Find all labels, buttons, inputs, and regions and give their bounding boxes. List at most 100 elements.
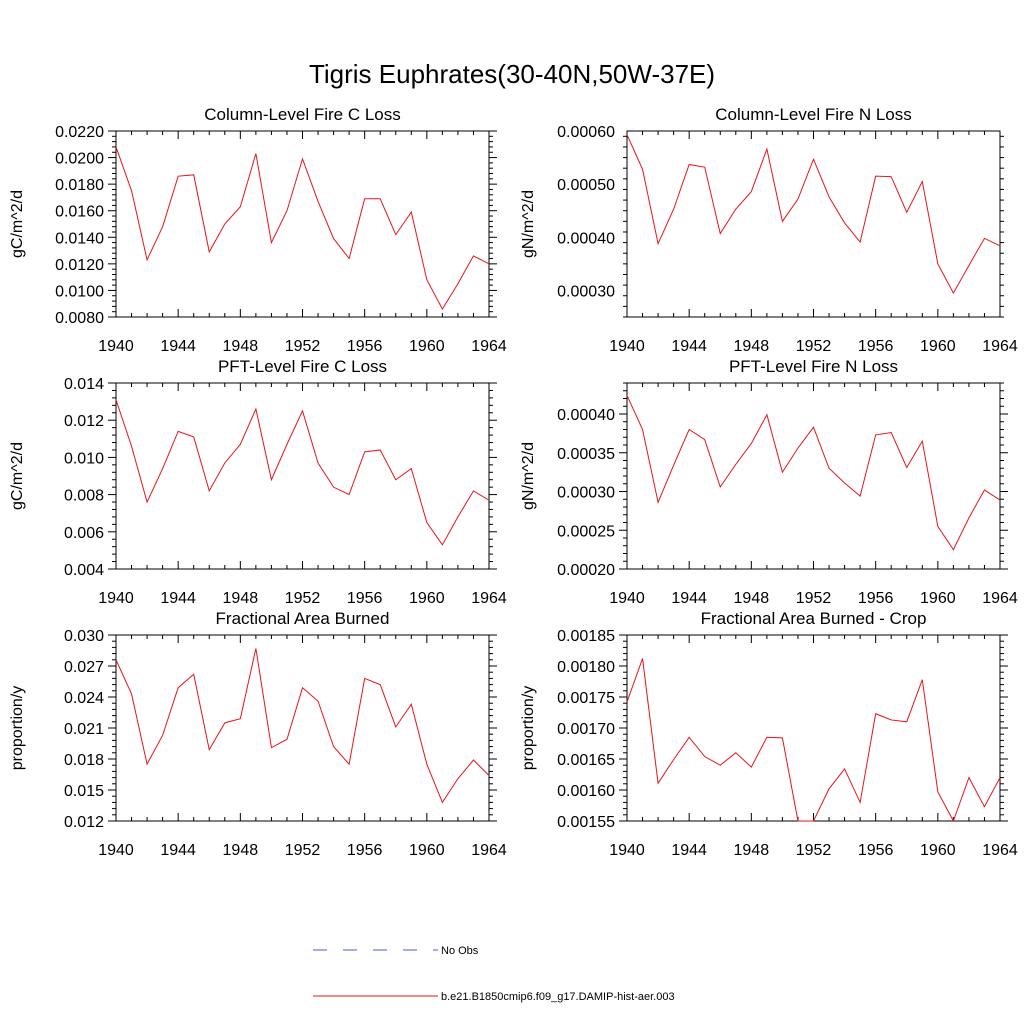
- x-tick-label: 1948: [223, 590, 259, 607]
- figure-title: Tigris Euphrates(30-40N,50W-37E): [309, 59, 715, 89]
- y-tick-label: 0.018: [64, 752, 104, 769]
- y-axis-label: proportion/y: [9, 686, 26, 771]
- panel-title: PFT-Level Fire C Loss: [218, 357, 387, 376]
- y-tick-label: 0.027: [64, 659, 104, 676]
- y-tick-label: 0.0100: [55, 283, 104, 300]
- chart-panel-5: 1940 1944 1948 1952 1956 1960 1964 0.012 0.015 0.…: [9, 609, 507, 859]
- y-tick-label: 0.0180: [55, 177, 104, 194]
- x-tick-label: 1964: [982, 338, 1018, 355]
- y-tick-label: 0.015: [64, 783, 104, 800]
- panel-title: PFT-Level Fire N Loss: [729, 357, 898, 376]
- x-tick-label: 1964: [471, 590, 507, 607]
- panel-title: Fractional Area Burned: [216, 609, 390, 628]
- y-tick-label: 0.0160: [55, 204, 104, 221]
- x-tick-label: 1956: [347, 590, 383, 607]
- y-axis-label: gN/m^2/d: [520, 442, 537, 510]
- series-line: [626, 658, 1001, 823]
- x-tick-label: 1960: [920, 842, 956, 859]
- y-tick-label: 0.00155: [557, 814, 615, 831]
- x-tick-label: 1960: [409, 338, 445, 355]
- legend-label-no-obs: No Obs: [441, 945, 479, 957]
- plot-frame: [626, 382, 1001, 570]
- x-tick-label: 1948: [734, 590, 770, 607]
- x-tick-label: 1944: [160, 590, 196, 607]
- y-tick-label: 0.00030: [557, 283, 615, 300]
- x-tick-label: 1956: [347, 338, 383, 355]
- x-tick-label: 1956: [858, 590, 894, 607]
- x-tick-label: 1944: [671, 590, 707, 607]
- x-tick-label: 1944: [671, 338, 707, 355]
- y-tick-label: 0.00180: [557, 659, 615, 676]
- x-tick-label: 1944: [160, 842, 196, 859]
- chart-panel-2: 1940 1944 1948 1952 1956 1960 1964 0.00030 0.000…: [520, 105, 1018, 355]
- series-line: [115, 399, 490, 546]
- panel-title: Column-Level Fire C Loss: [204, 105, 401, 124]
- y-tick-label: 0.010: [64, 450, 104, 467]
- y-tick-label: 0.0120: [55, 257, 104, 274]
- x-tick-label: 1940: [609, 590, 645, 607]
- panels: 1940 1944 1948 1952 1956 1960 19640.00800.0100…: [9, 105, 1018, 859]
- y-tick-label: 0.00060: [557, 124, 615, 141]
- y-tick-label: 0.006: [64, 525, 104, 542]
- x-tick-label: 1952: [796, 590, 832, 607]
- x-tick-label: 1948: [734, 842, 770, 859]
- chart-panel-6: 1940 1944 1948 1952 1956 1960 1964 0.00155 0.001…: [520, 609, 1018, 859]
- y-tick-label: 0.00185: [557, 628, 615, 645]
- x-tick-label: 1944: [671, 842, 707, 859]
- x-tick-label: 1964: [982, 842, 1018, 859]
- x-tick-label: 1952: [796, 842, 832, 859]
- x-tick-label: 1956: [858, 842, 894, 859]
- plot-frame: [115, 634, 490, 822]
- y-tick-label: 0.0220: [55, 124, 104, 141]
- y-tick-label: 0.012: [64, 413, 104, 430]
- x-tick-label: 1960: [920, 590, 956, 607]
- chart-panel-1: 1940 1944 1948 1952 1956 1960 1964 0.0080 0.0100…: [9, 105, 507, 355]
- x-tick-label: 1940: [98, 338, 134, 355]
- y-tick-label: 0.00050: [557, 177, 615, 194]
- y-axis-label: gN/m^2/d: [520, 190, 537, 258]
- x-tick-label: 1952: [796, 338, 832, 355]
- y-axis-label: proportion/y: [520, 686, 537, 771]
- x-tick-label: 1940: [609, 842, 645, 859]
- x-tick-label: 1964: [471, 842, 507, 859]
- x-tick-label: 1960: [409, 842, 445, 859]
- panel-title: Fractional Area Burned - Crop: [701, 609, 927, 628]
- x-tick-label: 1964: [982, 590, 1018, 607]
- y-axis-label: gC/m^2/d: [9, 190, 26, 258]
- series-line: [115, 146, 490, 311]
- series-line: [626, 395, 1001, 551]
- y-tick-label: 0.00025: [557, 523, 615, 540]
- y-tick-label: 0.00165: [557, 752, 615, 769]
- y-tick-label: 0.00170: [557, 721, 615, 738]
- x-tick-label: 1952: [285, 590, 321, 607]
- x-tick-label: 1940: [98, 590, 134, 607]
- series-line: [626, 134, 1001, 295]
- y-tick-label: 0.014: [64, 376, 104, 393]
- y-tick-label: 0.008: [64, 488, 104, 505]
- y-tick-label: 0.00040: [557, 407, 615, 424]
- x-tick-label: 1940: [609, 338, 645, 355]
- x-tick-label: 1952: [285, 842, 321, 859]
- x-tick-label: 1948: [223, 842, 259, 859]
- x-tick-label: 1964: [471, 338, 507, 355]
- x-tick-label: 1960: [409, 590, 445, 607]
- x-tick-label: 1940: [98, 842, 134, 859]
- series-line: [115, 648, 490, 804]
- x-tick-label: 1960: [920, 338, 956, 355]
- chart-panel-4: 1940 1944 1948 1952 1956 1960 1964 0.00020 0.000…: [520, 357, 1018, 607]
- x-tick-label: 1948: [223, 338, 259, 355]
- x-tick-label: 1948: [734, 338, 770, 355]
- y-tick-label: 0.00030: [557, 485, 615, 502]
- y-tick-label: 0.0140: [55, 230, 104, 247]
- y-tick-label: 0.004: [64, 562, 104, 579]
- y-tick-label: 0.030: [64, 628, 104, 645]
- legend: No Obs b.e21.B1850cmip6.f09_g17.DAMIP-hi…: [313, 945, 675, 1003]
- y-axis-label: gC/m^2/d: [9, 442, 26, 510]
- chart-panel-3: 1940 1944 1948 1952 1956 1960 1964 0.004 0.006 0.…: [9, 357, 507, 607]
- y-tick-label: 0.024: [64, 690, 104, 707]
- x-tick-label: 1956: [858, 338, 894, 355]
- y-tick-label: 0.021: [64, 721, 104, 738]
- y-tick-label: 0.0080: [55, 310, 104, 327]
- y-tick-label: 0.0200: [55, 151, 104, 168]
